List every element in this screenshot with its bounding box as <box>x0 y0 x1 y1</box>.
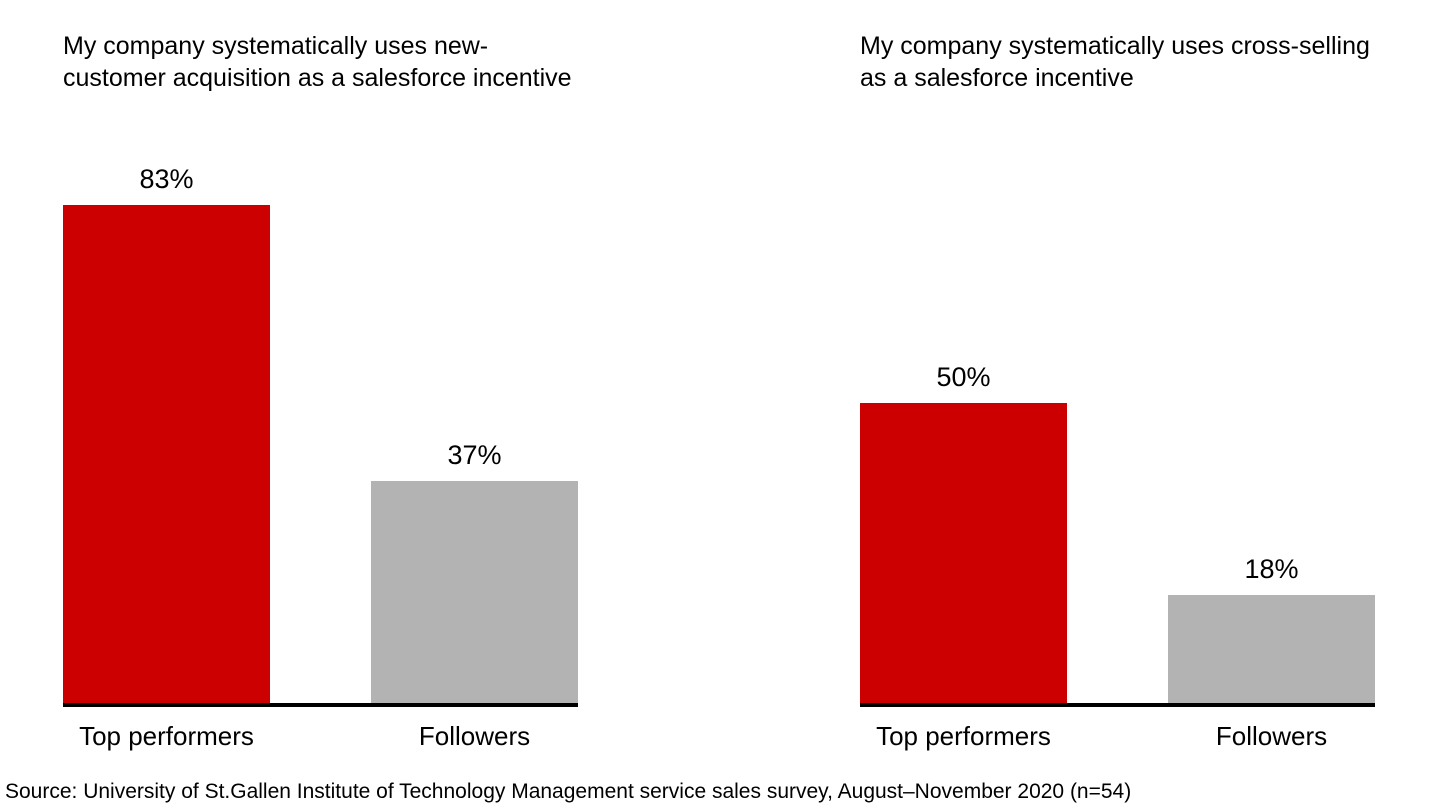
bar-column-top-performers: 83% <box>63 166 270 703</box>
chart-new-customer-acquisition: My company systematically uses new-custo… <box>63 30 578 752</box>
plot-area: 83% 37% <box>63 130 578 707</box>
category-label-followers: Followers <box>418 721 531 751</box>
bar-top-performers <box>860 403 1067 703</box>
chart-cross-selling: My company systematically uses cross-sel… <box>860 30 1375 752</box>
bar-value-label: 83% <box>139 164 194 194</box>
bar-top-performers <box>63 205 270 703</box>
category-label-followers: Followers <box>1215 721 1328 751</box>
category-axis-labels: Top performers Followers <box>63 721 578 752</box>
bar-value-label: 18% <box>1244 554 1299 584</box>
category-label-top-performers: Top performers <box>876 721 1051 751</box>
bar-value-label: 37% <box>447 440 502 470</box>
chart-title: My company systematically uses new-custo… <box>63 32 572 92</box>
source-note: Source: University of St.Gallen Institut… <box>5 780 1132 803</box>
bar-column-followers: 18% <box>1168 556 1375 703</box>
bar-value-label: 50% <box>936 362 991 392</box>
bar-followers <box>371 481 578 703</box>
bar-followers <box>1168 595 1375 703</box>
charts-row: My company systematically uses new-custo… <box>63 30 1375 752</box>
category-label-top-performers: Top performers <box>79 721 254 751</box>
category-axis-labels: Top performers Followers <box>860 721 1375 752</box>
chart-title: My company systematically uses cross-sel… <box>860 32 1370 92</box>
bar-column-top-performers: 50% <box>860 364 1067 703</box>
plot-area: 50% 18% <box>860 130 1375 707</box>
bar-column-followers: 37% <box>371 442 578 703</box>
